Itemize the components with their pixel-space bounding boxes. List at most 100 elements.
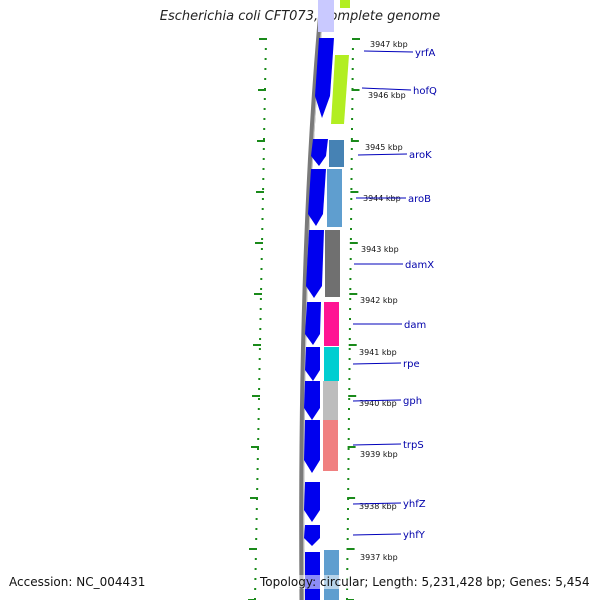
- gene-label-hofQ[interactable]: hofQ: [413, 86, 437, 97]
- scale-dot: [263, 98, 266, 100]
- scale-dot: [348, 338, 351, 340]
- gene-label-rpe[interactable]: rpe: [403, 359, 420, 370]
- gene-arrow[interactable]: [315, 38, 334, 118]
- scale-major-tick: [252, 395, 260, 397]
- kbp-label: 3947 kbp: [370, 40, 408, 49]
- scale-dot: [350, 198, 353, 200]
- scale-major-tick: [349, 293, 358, 295]
- gene-arrow[interactable]: [304, 420, 320, 473]
- scale-dot: [254, 588, 257, 590]
- scale-major-tick: [258, 89, 266, 91]
- kbp-label: 3945 kbp: [365, 143, 403, 152]
- scale-dot: [349, 258, 352, 260]
- strand-arrows: [304, 38, 334, 600]
- gene-block-hofQ[interactable]: [331, 55, 349, 124]
- gene-label-yhfZ[interactable]: yhfZ: [403, 499, 426, 510]
- scale-dot: [256, 458, 259, 460]
- scale-dot: [350, 208, 353, 210]
- scale-dot: [348, 388, 351, 390]
- scale-dot: [347, 468, 350, 470]
- scale-dot: [349, 298, 352, 300]
- scale-major-tick: [348, 344, 357, 346]
- gene-arrow[interactable]: [305, 347, 320, 381]
- scale-major-tick: [254, 293, 262, 295]
- gene-label-gph[interactable]: gph: [403, 396, 422, 407]
- gene-block-dam[interactable]: [324, 302, 339, 346]
- gene-block-aroK[interactable]: [329, 140, 344, 167]
- scale-dot: [258, 388, 261, 390]
- scale-major-tick: [350, 140, 359, 142]
- gene-block-rpe[interactable]: [324, 347, 339, 381]
- scale-dot: [351, 128, 353, 130]
- scale-dot: [256, 468, 259, 470]
- scale-dot: [264, 48, 267, 50]
- genome-backbone: [299, 0, 325, 600]
- scale-dot: [347, 488, 350, 490]
- leader-line: [352, 502, 402, 505]
- scale-dot: [347, 428, 350, 430]
- gene-label-dam[interactable]: dam: [404, 320, 426, 331]
- scale-dot: [260, 288, 263, 290]
- gene-arrow[interactable]: [306, 230, 324, 298]
- gene-label-aroB[interactable]: aroB: [408, 194, 431, 205]
- scale-dot: [349, 308, 352, 310]
- scale-major-tick: [257, 140, 265, 142]
- gene-arrow[interactable]: [311, 139, 328, 166]
- gene-feature-top-partial-green: [340, 0, 350, 8]
- gene-arrow[interactable]: [305, 302, 321, 345]
- gene-label-damX[interactable]: damX: [405, 260, 434, 271]
- scale-major-tick: [250, 497, 258, 499]
- right-tick-band: [346, 38, 360, 600]
- scale-dot: [258, 368, 261, 370]
- scale-dot: [349, 238, 352, 240]
- gene-label-yhfY[interactable]: yhfY: [403, 530, 426, 541]
- scale-dot: [254, 568, 257, 570]
- scale-dot: [350, 148, 353, 150]
- gene-arrow[interactable]: [304, 381, 320, 420]
- gene-label-yrfA[interactable]: yrfA: [415, 48, 436, 59]
- scale-dot: [349, 318, 351, 320]
- leader-line: [352, 533, 402, 536]
- scale-dot: [254, 578, 257, 580]
- gene-block-aroB[interactable]: [327, 169, 342, 227]
- gene-block-damX[interactable]: [325, 230, 340, 297]
- scale-major-tick: [349, 242, 358, 244]
- scale-dot: [257, 428, 260, 430]
- kbp-label: 3946 kbp: [368, 91, 406, 100]
- scale-dot: [263, 118, 266, 120]
- scale-dot: [349, 278, 352, 280]
- left-tick-band: [248, 38, 267, 600]
- leader-line: [357, 153, 408, 156]
- scale-dot: [264, 68, 267, 70]
- scale-major-tick: [347, 497, 356, 499]
- scale-dot: [350, 218, 353, 220]
- leader-line: [352, 362, 402, 365]
- scale-dot: [348, 408, 350, 410]
- gene-function-blocks: [323, 55, 349, 600]
- scale-dot: [263, 138, 265, 140]
- scale-dot: [257, 408, 260, 410]
- scale-dot: [260, 248, 263, 250]
- scale-dot: [349, 288, 352, 290]
- gene-arrow[interactable]: [308, 169, 326, 226]
- scale-dot: [262, 178, 265, 180]
- scale-dot: [347, 458, 350, 460]
- gene-arrow[interactable]: [304, 525, 320, 546]
- gene-arrow[interactable]: [304, 482, 320, 522]
- gene-label-trpS[interactable]: trpS: [403, 440, 424, 451]
- scale-major-tick: [253, 344, 261, 346]
- gene-block-gph[interactable]: [323, 381, 338, 420]
- scale-dot: [346, 538, 349, 540]
- scale-dot: [349, 268, 352, 270]
- gene-label-aroK[interactable]: aroK: [409, 150, 432, 161]
- scale-dot: [254, 558, 257, 560]
- scale-major-tick: [251, 446, 259, 448]
- genome-title: Escherichia coli CFT073, complete genome: [159, 9, 441, 24]
- scale-dot: [350, 178, 353, 180]
- scale-dot: [347, 418, 350, 420]
- gene-block-trpS[interactable]: [323, 420, 338, 471]
- scale-dot: [350, 168, 353, 170]
- scale-dot: [255, 538, 258, 540]
